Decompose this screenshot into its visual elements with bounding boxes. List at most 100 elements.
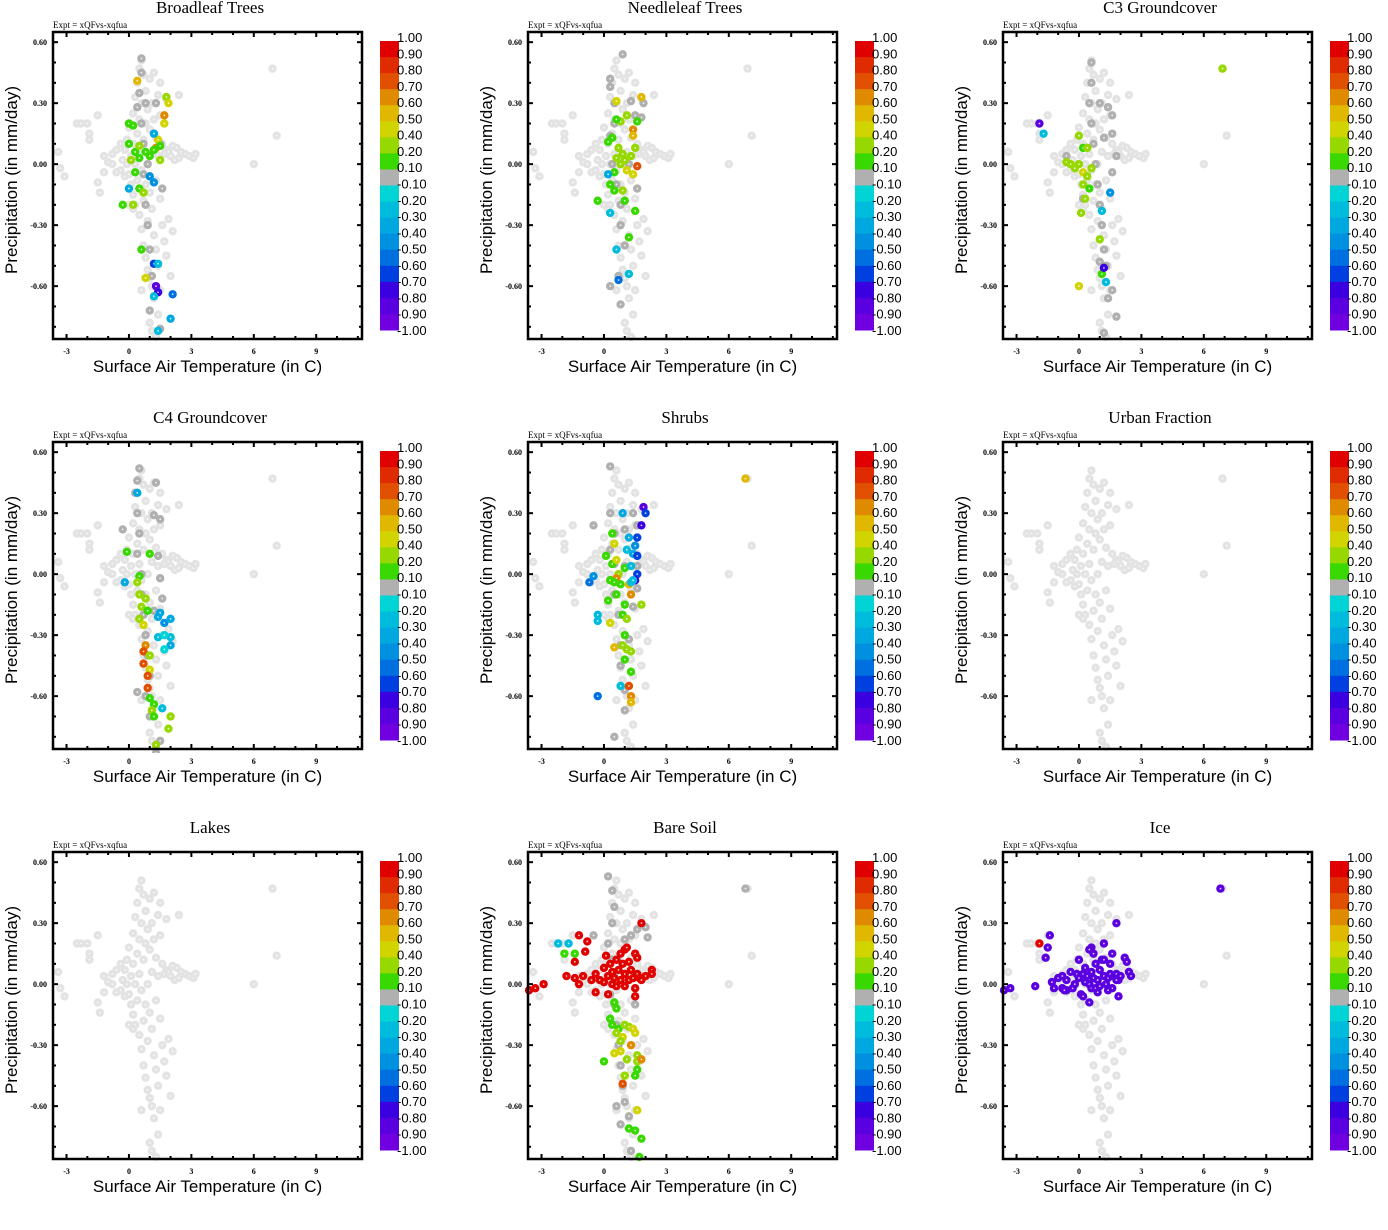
data-point	[627, 97, 635, 105]
data-point	[139, 659, 147, 667]
background-point	[133, 949, 141, 957]
colorbar-label: 0.70	[1347, 899, 1372, 914]
data-point	[621, 655, 629, 663]
background-point	[633, 221, 641, 229]
background-point	[1091, 87, 1099, 95]
data-point	[554, 939, 562, 947]
data-point	[133, 489, 141, 497]
chart-panel-ice: Ice Expt = xQFvs-xqfua Precipitation (in…	[950, 820, 1388, 1230]
background-point	[175, 911, 183, 919]
data-point	[1104, 294, 1112, 302]
data-point	[1100, 134, 1108, 142]
colorbar-label: 1.00	[872, 850, 897, 865]
background-point	[1098, 1102, 1106, 1110]
background-point	[1112, 661, 1120, 669]
colorbar-label: 0.10	[872, 980, 897, 995]
background-point	[1083, 586, 1091, 594]
data-point	[135, 464, 143, 472]
background-point	[1125, 91, 1133, 99]
x-tick-label: 0	[602, 1167, 606, 1176]
background-point	[1006, 574, 1014, 582]
data-point	[1081, 195, 1089, 203]
colorbar-label: 0.40	[872, 538, 897, 553]
colorbar-label: 0.90	[872, 866, 897, 881]
background-point	[1112, 505, 1120, 513]
background-point	[608, 489, 616, 497]
background-point	[1096, 684, 1104, 692]
background-point	[139, 956, 147, 964]
data-point	[637, 1055, 645, 1063]
background-point	[1098, 692, 1106, 700]
background-point	[666, 150, 674, 158]
data-point	[589, 521, 597, 529]
colorbar-label: -0.40	[1347, 1045, 1377, 1060]
colorbar-label: 0.90	[872, 46, 897, 61]
background-point	[1089, 607, 1097, 615]
background-point	[571, 1008, 579, 1016]
background-point	[621, 729, 629, 737]
y-tick-label: -0.60	[980, 282, 997, 291]
background-point	[1033, 529, 1041, 537]
background-point	[571, 598, 579, 606]
background-point	[631, 489, 639, 497]
data-point	[1123, 958, 1131, 966]
y-tick-label: -0.60	[505, 1102, 522, 1111]
background-point	[1096, 1008, 1104, 1016]
colorbar-label: -0.10	[1347, 997, 1377, 1012]
data-point	[633, 1106, 641, 1114]
colorbar-label: -0.40	[397, 225, 427, 240]
background-point	[54, 148, 62, 156]
background-point	[141, 497, 149, 505]
background-point	[1044, 178, 1052, 186]
colorbar-label: 0.70	[397, 79, 422, 94]
background-point	[1104, 720, 1112, 728]
data-point	[123, 548, 131, 556]
x-tick-label: 3	[664, 347, 668, 356]
colorbar-label: -0.40	[397, 635, 427, 650]
background-point	[1046, 188, 1054, 196]
background-point	[1218, 474, 1226, 482]
background-point	[558, 529, 566, 537]
y-tick-label: 0.60	[33, 38, 47, 47]
data-point	[571, 949, 579, 957]
x-tick-label: 6	[1202, 1167, 1206, 1176]
x-tick-label: 3	[1139, 757, 1143, 766]
background-point	[83, 529, 91, 537]
data-point	[618, 50, 626, 58]
colorbar-label: -0.90	[1347, 1127, 1377, 1142]
colorbar-label: 0.70	[397, 489, 422, 504]
background-point	[1100, 888, 1108, 896]
background-point	[1098, 615, 1106, 623]
colorbar-label: 0.50	[872, 111, 897, 126]
colorbar-label: -0.20	[1347, 1013, 1377, 1028]
background-point	[1106, 899, 1114, 907]
data-point	[581, 947, 589, 955]
x-tick-label: 6	[252, 347, 256, 356]
colorbar-label: 0.20	[397, 144, 422, 159]
colorbar-label: -0.30	[1347, 619, 1377, 634]
x-tick-label: -3	[1013, 347, 1020, 356]
colorbar-label: -0.30	[872, 1029, 902, 1044]
data-point	[1100, 264, 1108, 272]
background-point	[139, 1061, 147, 1069]
data-point	[133, 77, 141, 85]
data-point	[631, 984, 639, 992]
data-point	[1046, 931, 1054, 939]
data-point	[621, 706, 629, 714]
background-point	[1096, 1094, 1104, 1102]
background-point	[1200, 980, 1208, 988]
data-point	[648, 970, 656, 978]
background-point	[1089, 651, 1097, 659]
data-point	[143, 672, 151, 680]
background-point	[535, 992, 543, 1000]
background-point	[175, 501, 183, 509]
colorbar-label: -0.80	[1347, 700, 1377, 715]
colorbar-label: 0.40	[397, 128, 422, 143]
colorbar-label: 1.00	[872, 440, 897, 455]
background-point	[598, 160, 606, 168]
colorbar-label: -0.70	[397, 684, 427, 699]
